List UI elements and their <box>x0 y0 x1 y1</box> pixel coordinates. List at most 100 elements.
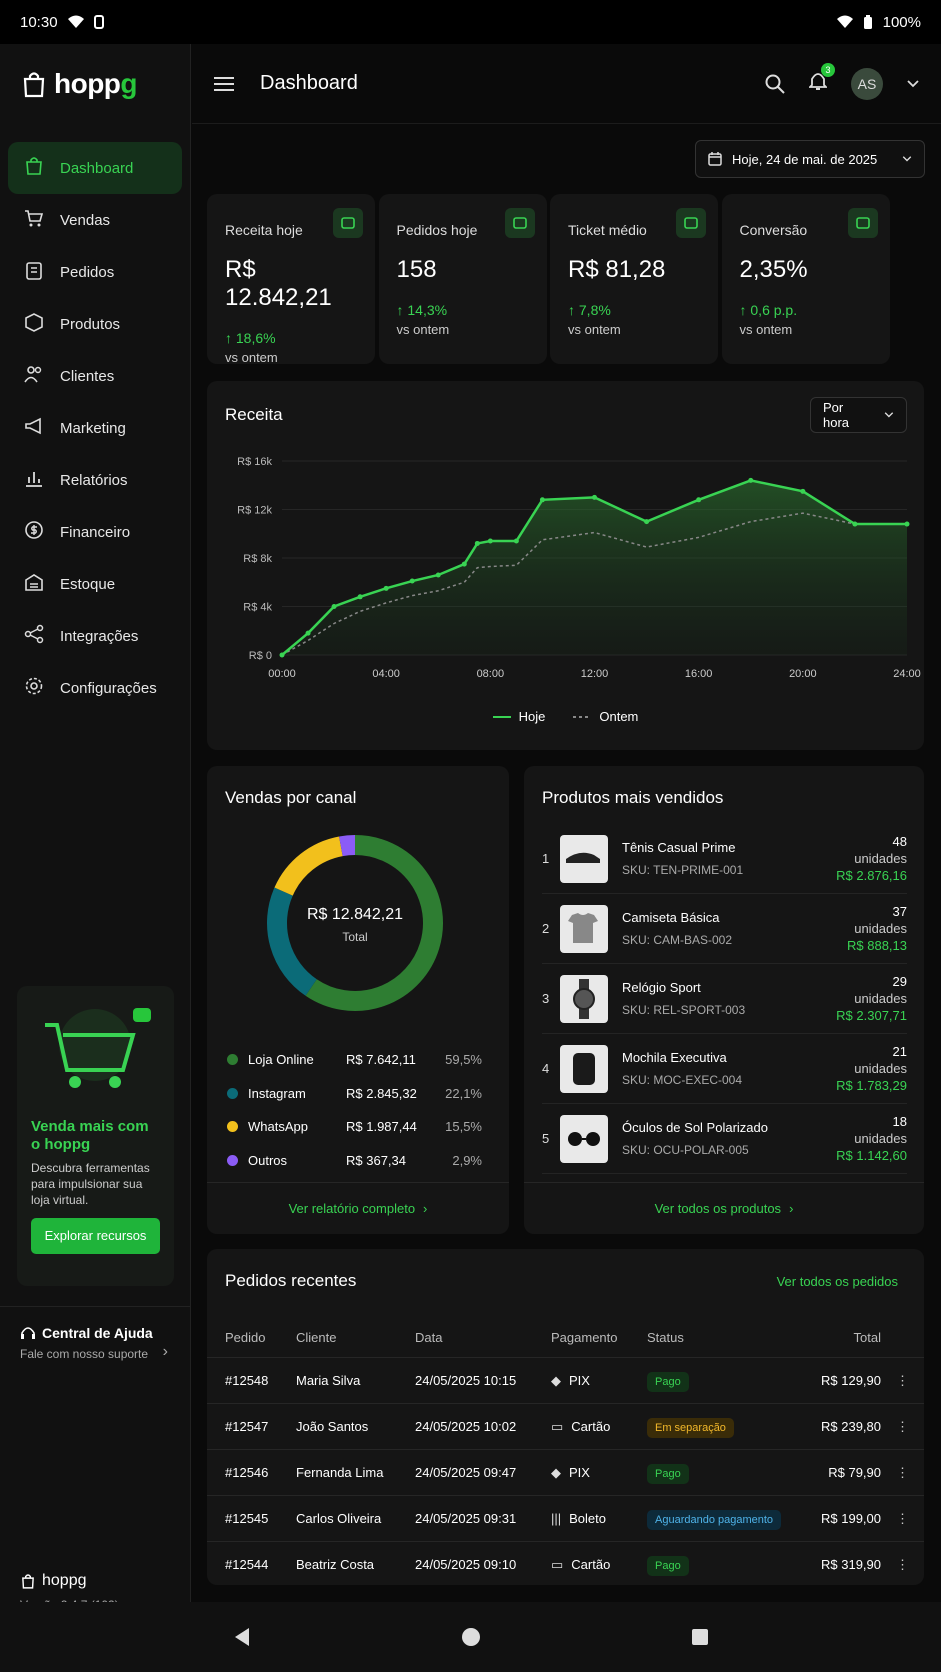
bar-chart-icon <box>24 468 44 492</box>
product-row[interactable]: 3 Relógio Sport SKU: REL-SPORT-003 29 unidad… <box>542 964 907 1034</box>
status-bar: 10:30 100% <box>0 0 941 44</box>
help-center[interactable]: Central de Ajuda Fale com nosso suporte … <box>0 1306 190 1379</box>
nodes-icon <box>24 624 44 648</box>
more-vertical-icon[interactable]: ⋮ <box>896 1372 909 1388</box>
sidebar-item-configuracoes[interactable]: Configurações <box>8 662 182 714</box>
recents-icon[interactable] <box>691 1628 709 1646</box>
card-icon: ▭ <box>551 1556 564 1572</box>
sidebar-item-relatorios[interactable]: Relatórios <box>8 454 182 506</box>
product-sku: SKU: MOC-EXEC-004 <box>622 1073 743 1087</box>
help-title: Central de Ajuda <box>42 1325 153 1341</box>
more-vertical-icon[interactable]: ⋮ <box>896 1464 909 1480</box>
promo-card: Venda mais com o hoppg Descubra ferramen… <box>17 986 174 1286</box>
product-name: Relógio Sport <box>622 980 701 995</box>
table-row[interactable]: #12548 Maria Silva 24/05/2025 10:15 ◆ PIX Pag… <box>207 1357 924 1403</box>
avatar[interactable]: AS <box>851 67 883 100</box>
megaphone-icon <box>24 416 44 440</box>
menu-icon[interactable] <box>214 76 234 92</box>
shopping-bag-icon <box>23 72 45 98</box>
sidebar-item-integracoes[interactable]: Integrações <box>8 610 182 662</box>
full-report-label: Ver relatório completo <box>288 1201 416 1216</box>
revenue-title: Receita <box>225 405 283 424</box>
orders-title: Pedidos recentes <box>225 1271 357 1290</box>
sidebar-item-marketing[interactable]: Marketing <box>8 402 182 454</box>
product-sku: SKU: TEN-PRIME-001 <box>622 863 744 877</box>
headset-icon <box>21 1327 35 1339</box>
table-header: Pedido Cliente Data Pagamento Status Tot… <box>207 1317 924 1357</box>
kpi-value: R$ 81,28 <box>568 256 666 283</box>
data-point-hoje <box>748 477 754 483</box>
table-row[interactable]: #12546 Fernanda Lima 24/05/2025 09:47 ◆ PIX P… <box>207 1449 924 1495</box>
back-icon[interactable] <box>233 1627 251 1647</box>
table-row[interactable]: #12547 João Santos 24/05/2025 10:02 ▭ Cartão… <box>207 1403 924 1449</box>
sidebar-item-clientes[interactable]: Clientes <box>8 350 182 402</box>
sidebar-item-label: Estoque <box>60 575 116 593</box>
sidebar-item-produtos[interactable]: Produtos <box>8 298 182 350</box>
order-id: #12545 <box>225 1511 269 1526</box>
legend-swatch <box>573 715 592 719</box>
product-row[interactable]: 4 Mochila Executiva SKU: MOC-EXEC-004 21 uni… <box>542 1034 907 1104</box>
status-badge: Pago <box>647 1464 689 1484</box>
order-id: #12544 <box>225 1557 269 1572</box>
channel-row: Outros R$ 367,34 2,9% <box>227 1153 482 1168</box>
table-row[interactable]: #12545 Carlos Oliveira 24/05/2025 09:31 |||… <box>207 1495 924 1541</box>
all-products-link[interactable]: Ver todos os produtos › <box>524 1182 924 1234</box>
y-tick-label: R$ 16k <box>237 456 272 468</box>
chevron-down-icon[interactable] <box>907 79 919 88</box>
all-orders-link[interactable]: Ver todos os pedidos <box>776 1274 898 1289</box>
product-rank: 1 <box>542 851 550 866</box>
more-vertical-icon[interactable]: ⋮ <box>896 1510 909 1526</box>
product-row[interactable]: 1 Tênis Casual Prime SKU: TEN-PRIME-001 48 u… <box>542 824 907 894</box>
kpi-card: Ticket médio R$ 81,28 ↑ 7,8% vs ontem <box>550 194 718 364</box>
more-vertical-icon[interactable]: ⋮ <box>896 1418 909 1434</box>
top-products-card: Produtos mais vendidos 1 Tênis Casual Pri… <box>524 766 924 1234</box>
kpi-comparison: vs ontem <box>568 322 621 337</box>
payment-method: PIX <box>569 1465 590 1480</box>
full-report-link[interactable]: Ver relatório completo › <box>207 1182 509 1234</box>
product-revenue: R$ 2.307,71 <box>836 1008 907 1023</box>
data-point-hoje <box>904 521 910 527</box>
product-row[interactable]: 2 Camiseta Básica SKU: CAM-BAS-002 37 unidad… <box>542 894 907 964</box>
more-vertical-icon[interactable]: ⋮ <box>896 1556 909 1572</box>
product-revenue: R$ 1.783,29 <box>836 1078 907 1093</box>
promo-title: Venda mais com o hoppg <box>31 1118 149 1153</box>
product-row[interactable]: 5 Óculos de Sol Polarizado SKU: OCU-POLAR-… <box>542 1104 907 1174</box>
legend-label: Ontem <box>599 709 639 724</box>
sidebar-item-vendas[interactable]: Vendas <box>8 194 182 246</box>
order-client: Beatriz Costa <box>296 1557 375 1572</box>
legend-item: Ontem <box>573 709 638 724</box>
product-sku: SKU: CAM-BAS-002 <box>622 933 733 947</box>
y-tick-label: R$ 4k <box>243 602 272 614</box>
kpi-value: 158 <box>396 256 437 283</box>
product-rank: 2 <box>542 921 550 936</box>
product-qty: 29 <box>892 974 907 989</box>
channel-color-dot <box>227 1087 238 1099</box>
top-products-title: Produtos mais vendidos <box>542 788 724 807</box>
donut-total-value: R$ 12.842,21 <box>306 906 404 923</box>
channel-name: WhatsApp <box>248 1119 308 1134</box>
search-icon[interactable] <box>765 74 785 94</box>
home-icon[interactable] <box>461 1627 481 1647</box>
product-sku: SKU: OCU-POLAR-005 <box>622 1143 749 1157</box>
period-select[interactable]: Por hora <box>810 397 907 433</box>
sidebar-item-label: Configurações <box>60 679 157 697</box>
bell-icon <box>807 73 829 90</box>
status-badge: Aguardando pagamento <box>647 1510 782 1530</box>
sidebar-item-label: Financeiro <box>60 523 131 541</box>
sidebar-item-dashboard[interactable]: Dashboard <box>8 142 182 194</box>
explore-button[interactable]: Explorar recursos <box>31 1218 160 1254</box>
product-rank: 5 <box>542 1131 550 1146</box>
sidebar-item-financeiro[interactable]: Financeiro <box>8 506 182 558</box>
date-filter[interactable]: Hoje, 24 de mai. de 2025 <box>695 140 925 178</box>
product-thumbnail <box>560 904 608 953</box>
sidebar-item-pedidos[interactable]: Pedidos <box>8 246 182 298</box>
payment-method: PIX <box>569 1373 590 1388</box>
notifications-button[interactable]: 3 <box>807 63 835 96</box>
table-row[interactable]: #12544 Beatriz Costa 24/05/2025 09:10 ▭ Cart… <box>207 1541 924 1587</box>
sidebar-item-estoque[interactable]: Estoque <box>8 558 182 610</box>
clock: 10:30 <box>20 13 58 31</box>
kpi-change: ↑ 14,3% <box>397 302 529 318</box>
brand-logo[interactable]: hoppg <box>0 44 190 124</box>
order-total: R$ 129,90 <box>821 1373 881 1388</box>
kpi-change: ↑ 18,6% <box>225 330 357 346</box>
